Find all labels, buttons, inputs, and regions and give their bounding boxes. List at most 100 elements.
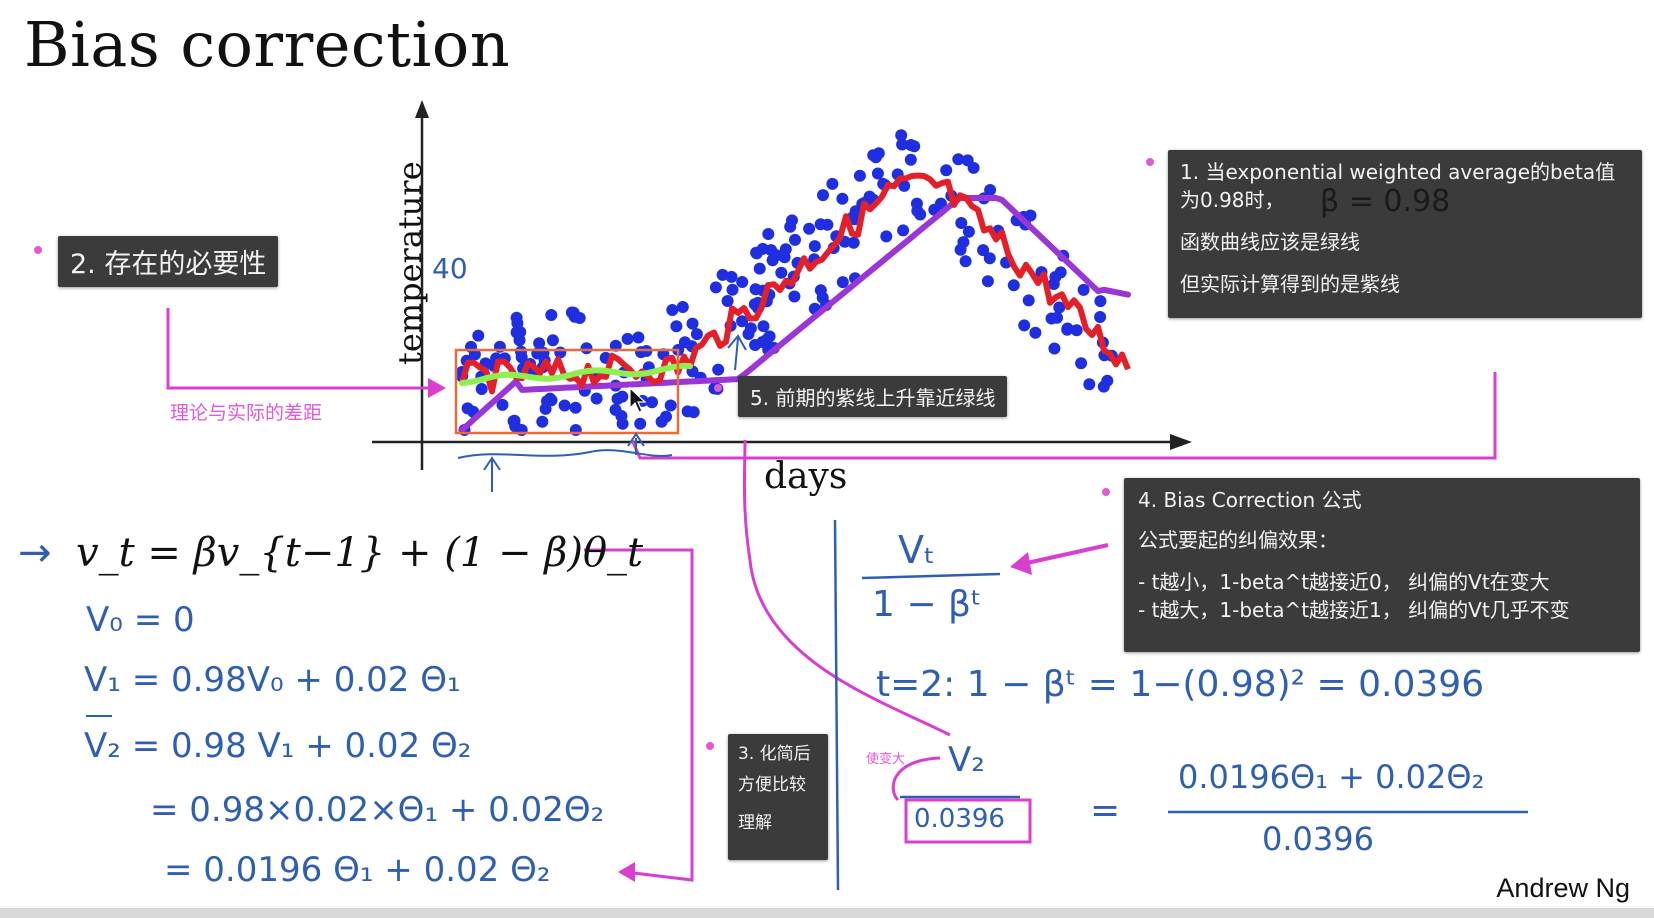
data-point [709, 281, 722, 294]
data-point [871, 167, 884, 180]
note1-line1: 1. 当exponential weighted average的beta值 [1180, 160, 1616, 184]
data-point [1029, 326, 1042, 339]
note4-line2: 公式要起的纠偏效果： [1138, 528, 1338, 552]
data-point [766, 254, 779, 267]
data-point [1053, 301, 1066, 314]
data-point [1083, 378, 1096, 391]
data-point [716, 268, 729, 281]
pink-line-formula-head [618, 862, 635, 882]
data-point [896, 138, 909, 151]
data-point [775, 266, 788, 279]
hand-v2: V₂ = 0.98 V₁ + 0.02 Θ₂ [84, 726, 472, 766]
data-point [898, 179, 911, 192]
data-point [1061, 323, 1074, 336]
data-point [475, 383, 488, 395]
pink-arrow-gap-head [428, 378, 446, 398]
data-point [515, 351, 528, 364]
data-point [940, 164, 953, 177]
data-point [646, 396, 658, 409]
note5-dot [714, 384, 722, 392]
data-point [853, 169, 866, 182]
data-point [736, 276, 749, 288]
hand-t2-line: t=2: 1 − βᵗ = 1−(0.98)² = 0.0396 [876, 664, 1485, 705]
data-point [686, 317, 699, 330]
data-point [763, 330, 776, 343]
data-point [609, 339, 622, 352]
data-point [590, 392, 603, 405]
data-point [784, 220, 797, 233]
data-point [533, 337, 546, 350]
note3-line3: 理解 [738, 813, 772, 833]
pink-arrow-gap [166, 308, 440, 390]
data-point [1075, 357, 1088, 370]
hand-right-den: 0.0396 [1262, 820, 1374, 858]
data-point [983, 252, 996, 265]
data-point [736, 315, 749, 328]
data-point [808, 240, 821, 253]
gap-label: 理论与实际的差距 [170, 402, 323, 424]
note1-line4: 但实际计算得到的是紫线 [1180, 272, 1400, 296]
main-formula: v_t = βv_{t−1} + (1 − β)θ_t [76, 530, 644, 576]
data-point [836, 276, 849, 289]
data-point [836, 192, 849, 205]
data-point [687, 406, 700, 419]
data-point [510, 326, 523, 339]
data-point [757, 320, 770, 333]
note4-dot [1102, 488, 1110, 496]
data-point [1018, 319, 1031, 332]
note3-line1: 3. 化简后 [738, 744, 811, 764]
data-point [750, 247, 763, 260]
data-point [621, 332, 634, 345]
x-axis-arrow [1170, 434, 1192, 450]
data-point [742, 328, 755, 340]
pink-arrow-note4-head [1010, 552, 1032, 575]
note1-line2: 为0.98时， [1180, 188, 1285, 212]
y-axis-arrow [415, 100, 429, 118]
data-point [496, 398, 509, 411]
data-point [762, 228, 775, 240]
data-point [967, 161, 980, 174]
mouse-cursor-icon [629, 386, 647, 413]
data-point [721, 295, 734, 307]
data-point [726, 283, 739, 296]
data-point [678, 336, 691, 349]
data-point [826, 177, 839, 190]
data-point [472, 329, 485, 342]
note-purple-rise: 5. 前期的紫线上升靠近绿线 [738, 376, 1008, 417]
data-point [911, 204, 924, 217]
ink-vertical-divider [833, 519, 840, 891]
data-point [1094, 311, 1107, 323]
data-point [955, 217, 968, 229]
beta-note: β = 0.98 [1320, 184, 1451, 219]
data-point [664, 399, 677, 412]
hand-v2-result: = 0.0196 Θ₁ + 0.02 Θ₂ [164, 850, 551, 890]
data-point [609, 403, 622, 416]
data-point [546, 334, 559, 347]
note2-dot [34, 246, 42, 254]
data-point [817, 189, 829, 202]
data-point [676, 301, 689, 313]
bigger-label: 使变大 [866, 752, 906, 767]
hand-v0: V₀ = 0 [86, 600, 195, 640]
note1-dot [1146, 158, 1154, 166]
data-point [765, 244, 778, 257]
data-point [847, 236, 860, 249]
data-point [934, 197, 947, 210]
note1-line3: 函数曲线应该是绿线 [1180, 230, 1360, 254]
ink-frac-line-1 [861, 572, 1001, 580]
pink-arrow-note4 [1017, 543, 1109, 567]
data-point [616, 417, 629, 430]
data-point [569, 401, 582, 414]
purple-curve [459, 195, 1131, 433]
pink-box-00396 [904, 798, 1032, 844]
data-point [580, 342, 593, 355]
data-point [962, 225, 975, 238]
note-bias-correction: 4. Bias Correction 公式 公式要起的纠偏效果： - t越小，1… [1124, 478, 1640, 652]
ink-arrow-up-3 [627, 432, 645, 455]
data-point [908, 140, 921, 153]
data-point [880, 230, 893, 243]
data-point [897, 224, 910, 237]
data-point [977, 244, 990, 257]
note5-text: 5. 前期的紫线上升靠近绿线 [750, 386, 996, 410]
